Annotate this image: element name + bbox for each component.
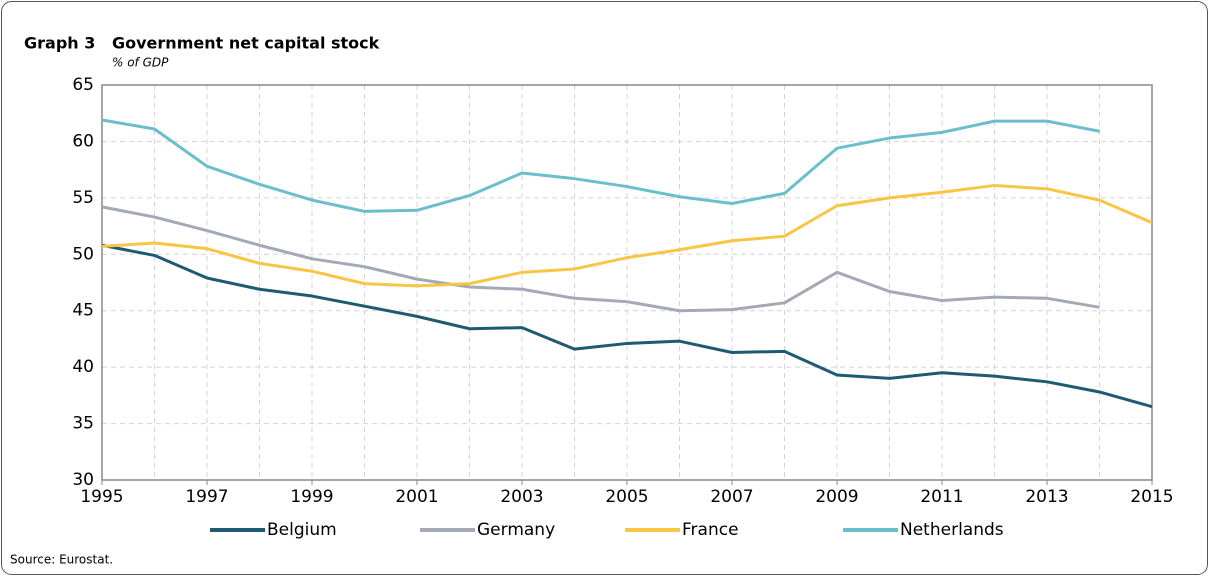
graph-label: Graph 3 xyxy=(24,34,95,53)
x-tick-label: 1995 xyxy=(80,487,123,507)
legend-label: Belgium xyxy=(267,520,337,540)
x-tick-label: 2001 xyxy=(395,487,438,507)
x-tick-label: 1997 xyxy=(185,487,228,507)
source-note: Source: Eurostat. xyxy=(10,553,113,567)
y-tick-label: 60 xyxy=(72,131,94,151)
y-tick-label: 40 xyxy=(72,357,94,377)
legend-label: France xyxy=(682,520,739,540)
plot-border xyxy=(101,84,1153,481)
x-tick-label: 2009 xyxy=(815,487,858,507)
x-tick-label: 2003 xyxy=(500,487,543,507)
y-tick-label: 45 xyxy=(72,301,94,321)
chart-subtitle: % of GDP xyxy=(112,56,169,70)
legend-label: Netherlands xyxy=(900,520,1004,540)
x-tick-label: 2015 xyxy=(1130,487,1173,507)
legend-label: Germany xyxy=(477,520,555,540)
y-tick-label: 30 xyxy=(72,470,94,490)
series-line xyxy=(101,183,1153,288)
series-line xyxy=(101,205,1100,313)
y-tick-label: 55 xyxy=(72,188,94,208)
x-tick-label: 2007 xyxy=(710,487,753,507)
x-tick-label: 2005 xyxy=(605,487,648,507)
x-tick-label: 2013 xyxy=(1025,487,1068,507)
series-line xyxy=(101,243,1153,409)
y-tick-label: 65 xyxy=(72,75,94,95)
series-line xyxy=(101,118,1100,213)
y-tick-label: 50 xyxy=(72,244,94,264)
x-tick-label: 2011 xyxy=(920,487,963,507)
chart-title: Government net capital stock xyxy=(112,34,380,53)
y-tick-label: 35 xyxy=(72,414,94,434)
x-tick-label: 1999 xyxy=(290,487,333,507)
